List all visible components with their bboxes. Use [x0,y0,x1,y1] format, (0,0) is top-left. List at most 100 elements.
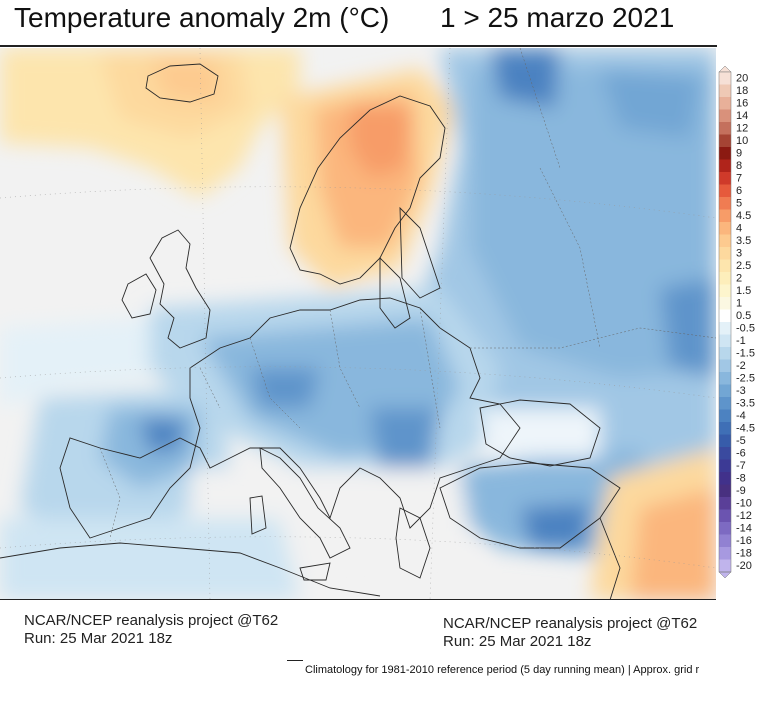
credit-right-line2: Run: 25 Mar 2021 18z [443,633,592,650]
legend-swatch [719,309,731,323]
credit-left-line2: Run: 25 Mar 2021 18z [24,630,173,647]
legend-label: -4 [736,410,746,422]
legend-swatch [719,284,731,298]
legend-frame [718,71,732,573]
legend-swatch [719,422,731,435]
credit-left-line1: NCAR/NCEP reanalysis project @T62 [24,612,279,629]
legend-swatch [719,172,731,185]
legend-label: 16 [736,97,748,109]
legend-swatch [719,334,731,348]
legend-label: 5 [736,197,742,209]
legend-label: -0.5 [736,322,755,334]
legend-label: -9 [736,485,746,497]
credit-left: NCAR/NCEP reanalysis project @T62 Run: 2… [24,612,278,648]
legend-swatch [719,347,731,360]
legend-label: -8 [736,472,746,484]
climatology-note: Climatology for 1981-2010 reference peri… [305,664,700,676]
map-title: Temperature anomaly 2m (°C) [14,2,390,33]
legend-label: -14 [736,522,752,534]
anomaly-map [0,48,716,600]
legend-swatch [719,122,731,135]
legend-label: 3 [736,247,742,259]
legend-label: -1.5 [736,347,755,359]
legend-label: 7 [736,172,742,184]
legend-label: 2 [736,272,742,284]
legend-swatch [719,72,731,85]
legend-swatch [719,547,731,560]
legend-label: 4 [736,222,742,234]
legend-swatch [719,184,731,198]
credit-right: NCAR/NCEP reanalysis project @T62 Run: 2… [443,615,697,651]
legend-swatch [719,484,731,498]
legend-swatch [719,134,731,148]
color-legend: 201816141210987654.543.532.521.510.5-0.5… [718,66,755,578]
legend-swatch [719,247,731,260]
legend-label: 18 [736,85,748,97]
legend-swatch [719,397,731,410]
legend-label: -7 [736,460,746,472]
legend-swatch [719,359,731,373]
legend-label: 6 [736,185,742,197]
credit-right-line1: NCAR/NCEP reanalysis project @T62 [443,615,698,632]
legend-label: -5 [736,435,746,447]
legend-label: -3 [736,385,746,397]
title-divider [0,45,717,47]
legend-swatch [719,372,731,385]
legend-label: -2.5 [736,372,755,384]
legend-swatch [719,159,731,173]
legend-arrow-top [718,66,732,73]
legend-swatch [719,459,731,473]
legend-swatch [719,84,731,98]
graticule [0,48,716,600]
borders [99,48,716,539]
legend-label: 20 [736,72,748,84]
legend-swatch [719,197,731,210]
legend-label: -6 [736,447,746,459]
footer-rule [287,660,303,661]
legend-arrow-bottom [718,571,732,578]
legend-label: 1.5 [736,285,751,297]
legend-swatch [719,109,731,123]
legend-swatch [719,259,731,273]
legend-label: -3.5 [736,397,755,409]
legend-swatch [719,222,731,235]
legend-swatch [719,384,731,398]
legend-swatch [719,522,731,535]
legend-label: -12 [736,510,752,522]
legend-label: -20 [736,560,752,572]
map-period: 1 > 25 marzo 2021 [440,2,675,33]
legend-label: 0.5 [736,310,751,322]
legend-swatch [719,97,731,110]
legend-swatch [719,497,731,510]
legend-label: -18 [736,547,752,559]
legend-label: -10 [736,497,752,509]
legend-swatch [719,559,731,573]
legend-swatch [719,234,731,248]
legend-label: 12 [736,122,748,134]
legend-label: 10 [736,135,748,147]
legend-label: 3.5 [736,235,751,247]
legend-label: -1 [736,335,746,347]
legend-swatch [719,472,731,485]
legend-label: 14 [736,110,748,122]
legend-swatch [719,447,731,460]
coastlines [0,63,621,600]
legend-label: 8 [736,160,742,172]
legend-label: -4.5 [736,422,755,434]
legend-label: 4.5 [736,210,751,222]
legend-swatch [719,534,731,548]
legend-swatch [719,509,731,523]
legend-swatch [719,434,731,448]
legend-label: 2.5 [736,260,751,272]
legend-label: 1 [736,297,742,309]
anomaly-shading [0,48,716,600]
legend-label: -2 [736,360,746,372]
legend-swatch [719,147,731,160]
legend-swatch [719,209,731,223]
legend-swatch [719,297,731,310]
legend-swatch [719,322,731,335]
legend-swatch [719,409,731,423]
legend-label: 9 [736,147,742,159]
legend-swatch [719,272,731,285]
map-bottom-border [0,599,716,600]
